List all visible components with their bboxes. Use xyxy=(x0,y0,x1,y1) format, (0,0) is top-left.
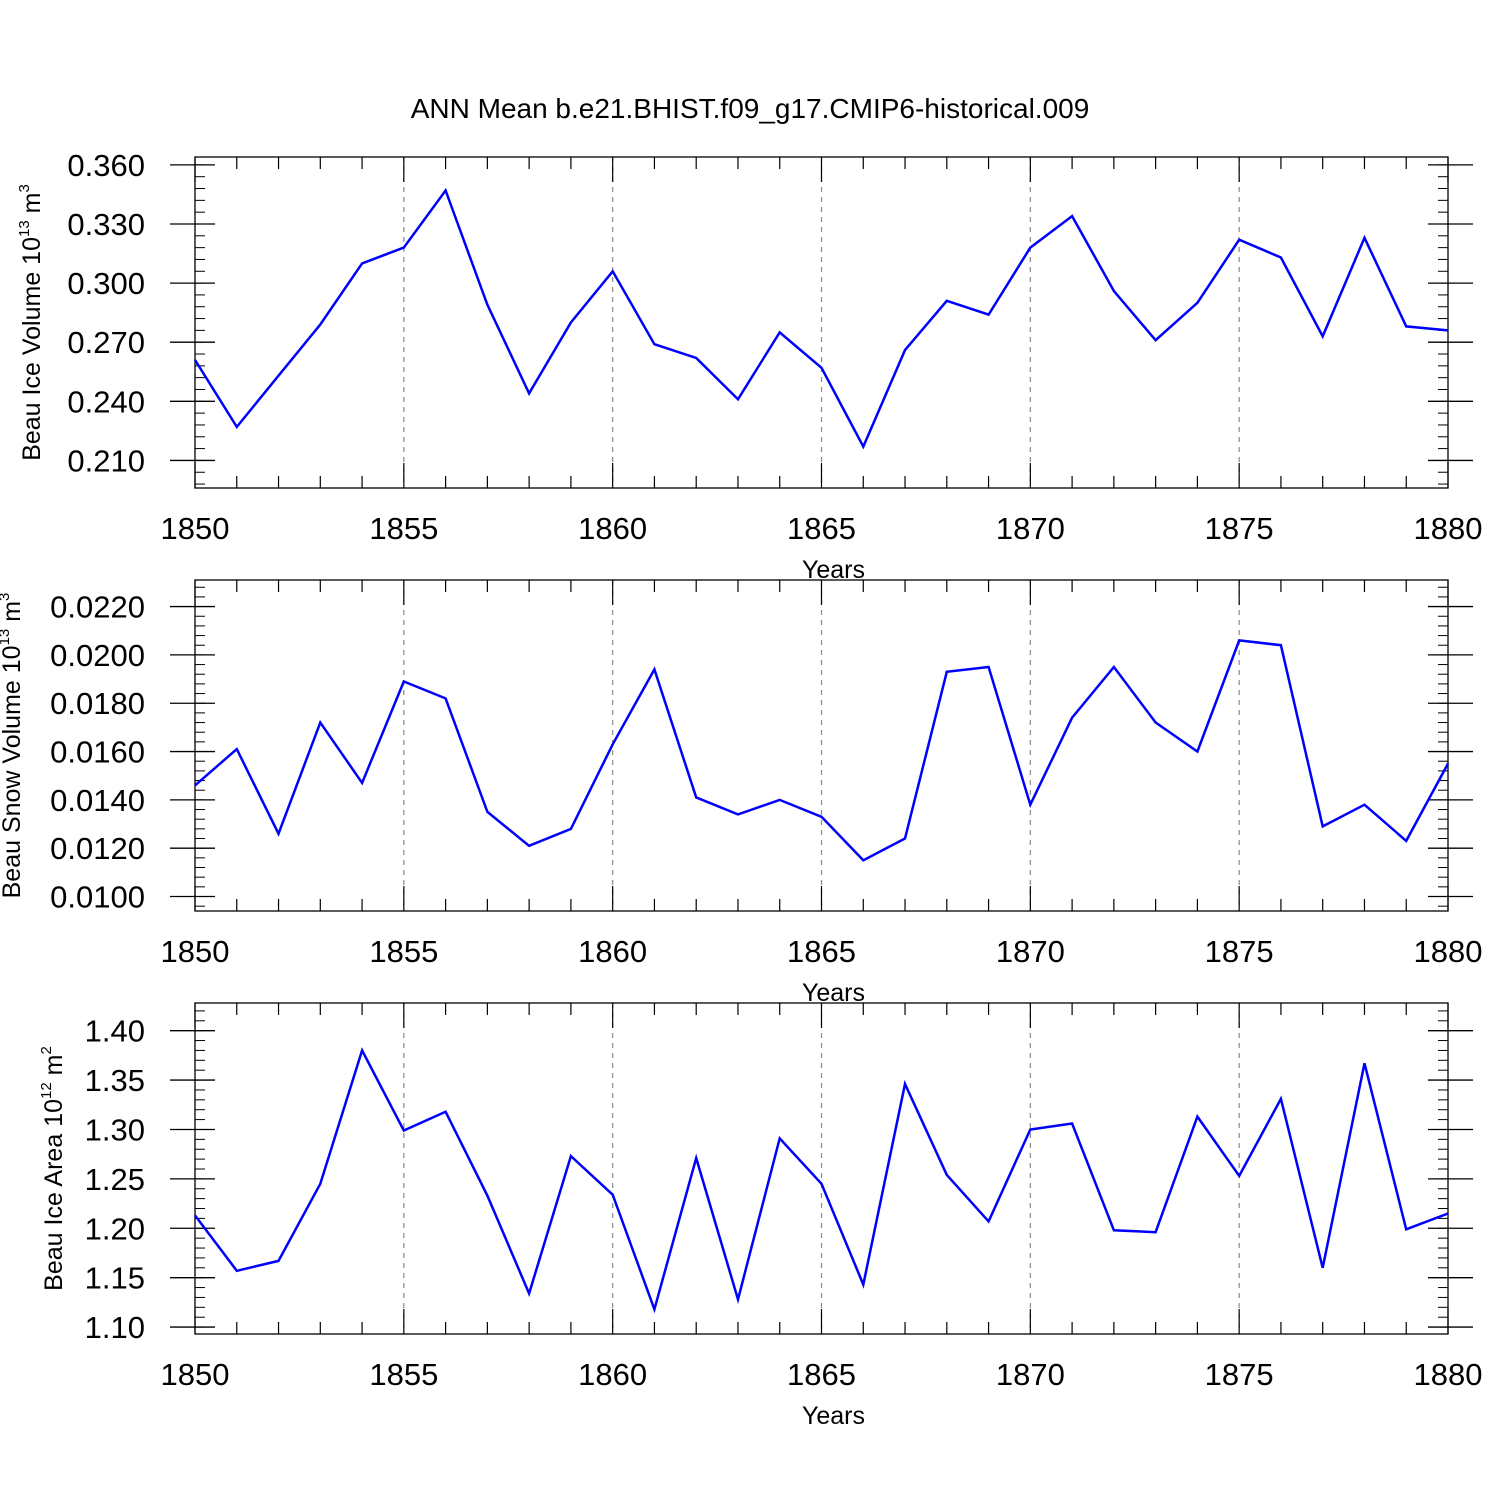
y-tick-label: 1.25 xyxy=(85,1162,145,1197)
x-axis-title: Years xyxy=(802,556,865,584)
y-tick-label: 0.0200 xyxy=(50,638,145,673)
y-tick-label: 0.0180 xyxy=(50,686,145,721)
y-tick-label: 1.15 xyxy=(85,1261,145,1296)
x-tick-label: 1850 xyxy=(161,511,230,546)
x-axis-title: Years xyxy=(802,1402,865,1430)
y-axis-title: Beau Ice Volume 1013 m3 xyxy=(16,184,46,461)
y-axis-title: Beau Ice Area 1012 m2 xyxy=(38,1046,68,1291)
x-tick-label: 1880 xyxy=(1414,934,1483,969)
series-line xyxy=(194,1047,1449,1314)
x-tick-label: 1870 xyxy=(996,934,1065,969)
y-tick-label: 0.0220 xyxy=(50,590,145,625)
figure-title: ANN Mean b.e21.BHIST.f09_g17.CMIP6-histo… xyxy=(411,93,1090,124)
panel-ice-area: 1.10 1.15 1.20 1.25 1.30 1.35 1.40 1850 1855 1860… xyxy=(38,1002,1483,1430)
x-tick-label: 1880 xyxy=(1414,1357,1483,1392)
y-tick-label: 0.210 xyxy=(67,443,145,478)
x-tick-label: 1875 xyxy=(1205,934,1274,969)
x-tick-label: 1875 xyxy=(1205,1357,1274,1392)
x-tick-label: 1865 xyxy=(787,511,856,546)
y-axis-title: Beau Snow Volume 1013 m3 xyxy=(0,593,26,899)
y-tick-label: 0.0120 xyxy=(50,831,145,866)
x-axis-title: Years xyxy=(802,979,865,1007)
y-tick-label: 1.10 xyxy=(85,1310,145,1345)
x-tick-label: 1875 xyxy=(1205,511,1274,546)
x-tick-label: 1855 xyxy=(369,511,438,546)
y-tick-label: 1.30 xyxy=(85,1112,145,1147)
x-tick-label: 1850 xyxy=(161,934,230,969)
y-tick-label: 1.40 xyxy=(85,1014,145,1049)
x-tick-label: 1855 xyxy=(369,934,438,969)
y-tick-label: 0.0100 xyxy=(50,880,145,915)
x-tick-label: 1850 xyxy=(161,1357,230,1392)
panel-ice-volume: 0.210 0.240 0.270 0.300 0.330 0.360 1850 1855 18… xyxy=(16,148,1482,584)
y-tick-label: 0.240 xyxy=(67,384,145,419)
y-tick-label: 0.0140 xyxy=(50,783,145,818)
y-tick-label: 0.270 xyxy=(67,325,145,360)
series-line xyxy=(194,639,1450,862)
x-tick-label: 1865 xyxy=(787,1357,856,1392)
x-tick-label: 1860 xyxy=(578,934,647,969)
y-tick-label: 0.330 xyxy=(67,207,145,242)
x-tick-label: 1860 xyxy=(578,511,647,546)
x-tick-label: 1870 xyxy=(996,1357,1065,1392)
x-tick-label: 1865 xyxy=(787,934,856,969)
panel-snow-volume: 0.0100 0.0120 0.0140 0.0160 0.0180 0.0200 0.02… xyxy=(0,579,1483,1007)
y-tick-label: 0.0160 xyxy=(50,735,145,770)
x-tick-label: 1860 xyxy=(578,1357,647,1392)
y-tick-label: 1.35 xyxy=(85,1063,145,1098)
x-tick-label: 1855 xyxy=(369,1357,438,1392)
x-tick-label: 1870 xyxy=(996,511,1065,546)
y-tick-label: 1.20 xyxy=(85,1211,145,1246)
y-tick-label: 0.300 xyxy=(67,266,145,301)
y-tick-label: 0.360 xyxy=(67,148,145,183)
x-tick-label: 1880 xyxy=(1414,511,1483,546)
series-line xyxy=(193,187,1449,450)
